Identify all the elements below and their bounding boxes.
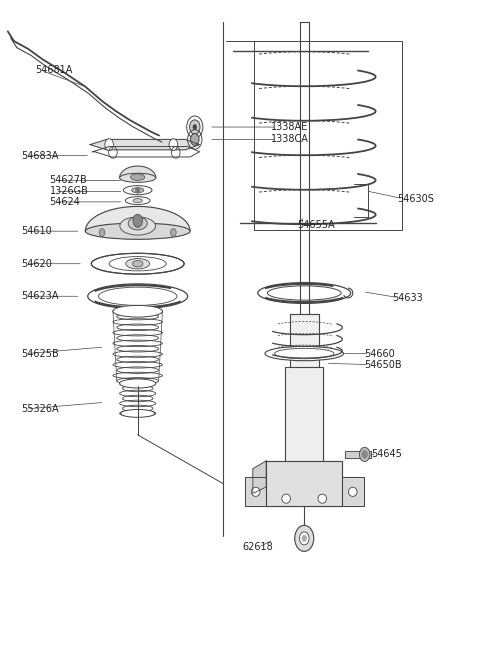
Polygon shape bbox=[245, 477, 266, 506]
Text: 54633: 54633 bbox=[392, 293, 423, 303]
Polygon shape bbox=[285, 367, 323, 461]
Text: 54627B: 54627B bbox=[49, 176, 87, 185]
Circle shape bbox=[300, 532, 309, 545]
Circle shape bbox=[190, 120, 200, 134]
Text: 54650B: 54650B bbox=[364, 360, 401, 369]
Text: 55326A: 55326A bbox=[21, 404, 59, 414]
Ellipse shape bbox=[120, 380, 156, 386]
Ellipse shape bbox=[120, 174, 156, 182]
Text: 1326GB: 1326GB bbox=[49, 187, 88, 196]
Circle shape bbox=[169, 139, 178, 151]
Text: 54624: 54624 bbox=[49, 197, 81, 207]
Ellipse shape bbox=[125, 196, 150, 204]
Circle shape bbox=[360, 447, 370, 462]
Ellipse shape bbox=[348, 487, 357, 496]
Polygon shape bbox=[90, 140, 200, 150]
Polygon shape bbox=[120, 166, 156, 178]
Text: 62618: 62618 bbox=[243, 542, 274, 552]
Ellipse shape bbox=[88, 284, 188, 309]
Ellipse shape bbox=[120, 217, 156, 235]
Ellipse shape bbox=[126, 259, 150, 269]
Text: 54610: 54610 bbox=[21, 226, 52, 236]
Polygon shape bbox=[266, 461, 342, 506]
Ellipse shape bbox=[120, 379, 156, 388]
Ellipse shape bbox=[128, 217, 147, 230]
Ellipse shape bbox=[132, 261, 143, 267]
Circle shape bbox=[191, 134, 199, 145]
Circle shape bbox=[99, 229, 105, 236]
Circle shape bbox=[105, 139, 113, 151]
Circle shape bbox=[133, 214, 143, 227]
Ellipse shape bbox=[282, 494, 290, 503]
Polygon shape bbox=[290, 314, 319, 367]
Text: 54630S: 54630S bbox=[397, 194, 434, 204]
Ellipse shape bbox=[85, 223, 190, 239]
Circle shape bbox=[295, 525, 314, 552]
Ellipse shape bbox=[265, 346, 344, 361]
Text: 54645: 54645 bbox=[371, 449, 402, 459]
Text: 54623A: 54623A bbox=[21, 291, 59, 301]
Ellipse shape bbox=[318, 494, 326, 503]
Circle shape bbox=[193, 124, 197, 130]
Text: 54660: 54660 bbox=[364, 348, 395, 358]
Text: 1338CA: 1338CA bbox=[271, 134, 309, 144]
Ellipse shape bbox=[133, 198, 143, 202]
Text: 54625B: 54625B bbox=[21, 348, 59, 358]
Circle shape bbox=[135, 187, 140, 193]
Polygon shape bbox=[345, 451, 371, 458]
Polygon shape bbox=[342, 477, 364, 506]
Text: 54655A: 54655A bbox=[297, 219, 335, 230]
Circle shape bbox=[170, 229, 176, 236]
Text: 54683A: 54683A bbox=[21, 151, 59, 160]
Ellipse shape bbox=[132, 187, 144, 193]
Text: 54620: 54620 bbox=[21, 259, 52, 269]
Circle shape bbox=[362, 451, 368, 458]
Polygon shape bbox=[253, 461, 266, 493]
Ellipse shape bbox=[123, 185, 152, 195]
Polygon shape bbox=[85, 206, 190, 231]
Ellipse shape bbox=[258, 282, 350, 303]
Ellipse shape bbox=[91, 253, 184, 274]
Circle shape bbox=[302, 535, 307, 542]
Text: 54681A: 54681A bbox=[36, 66, 73, 75]
Ellipse shape bbox=[120, 409, 155, 417]
Ellipse shape bbox=[252, 487, 260, 496]
Text: 1338AE: 1338AE bbox=[271, 122, 308, 132]
Ellipse shape bbox=[113, 305, 162, 317]
Ellipse shape bbox=[131, 174, 145, 180]
